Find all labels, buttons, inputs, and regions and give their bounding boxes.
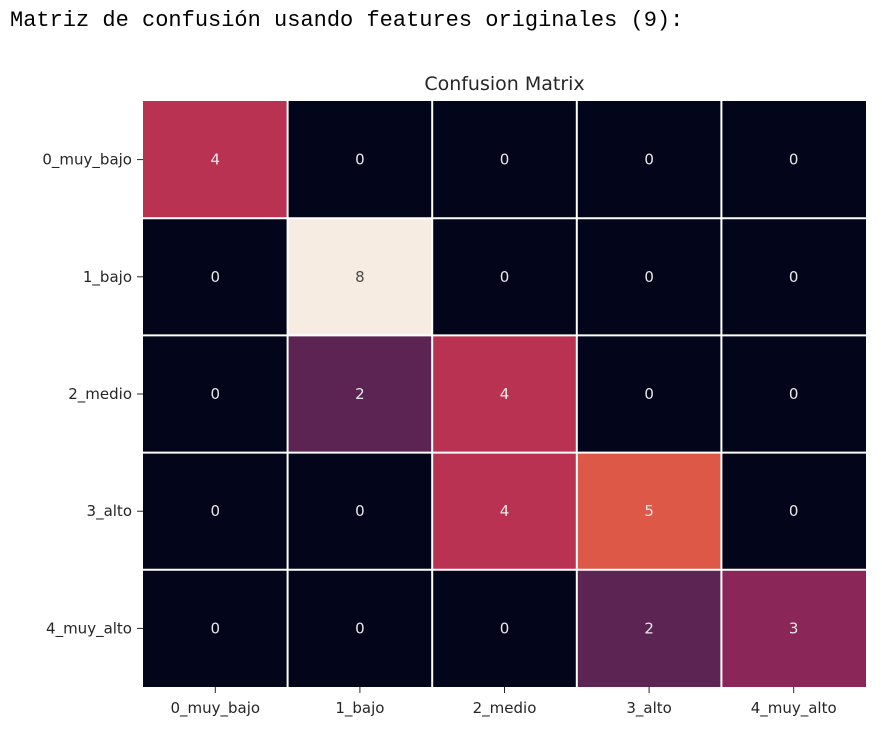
cell-value-r2-c3: 0 xyxy=(644,385,654,403)
chart-title: Confusion Matrix xyxy=(424,73,584,95)
heatmap-cell-r2-c1 xyxy=(287,335,433,453)
cell-value-r3-c3: 5 xyxy=(644,502,654,520)
cell-value-r3-c2: 4 xyxy=(500,502,510,520)
cell-value-r0-c0: 4 xyxy=(211,151,221,169)
cell-value-r0-c2: 0 xyxy=(500,151,510,169)
heatmap-cell-r1-c1 xyxy=(287,218,433,336)
heatmap-cell-r0-c1 xyxy=(287,101,433,219)
heatmap-cell-r0-c4 xyxy=(721,101,866,219)
heatmap-cell-r2-c4 xyxy=(721,335,866,453)
cell-value-r3-c4: 0 xyxy=(789,502,799,520)
output-header: Matriz de confusión usando features orig… xyxy=(10,8,684,33)
x-tick-label-1: 1_bajo xyxy=(335,699,384,718)
cell-value-r4-c2: 0 xyxy=(500,619,510,637)
cell-value-r4-c0: 0 xyxy=(211,619,221,637)
heatmap-cell-r4-c2 xyxy=(432,569,577,687)
heatmap-grid-lines xyxy=(143,101,866,687)
y-tick-label-3: 3_alto xyxy=(87,502,132,521)
heatmap-cell-r0-c2 xyxy=(432,101,577,219)
heatmap-cells xyxy=(143,101,866,687)
heatmap-cell-r4-c4 xyxy=(721,569,866,687)
heatmap-cell-r2-c2 xyxy=(432,335,577,453)
cell-value-r1-c3: 0 xyxy=(644,268,654,286)
cell-value-r3-c0: 0 xyxy=(211,502,221,520)
cell-value-r1-c2: 0 xyxy=(500,268,510,286)
heatmap-cell-r3-c1 xyxy=(287,452,433,570)
heatmap-cell-r3-c3 xyxy=(576,452,722,570)
heatmap-cell-r3-c4 xyxy=(721,452,866,570)
cell-value-r2-c2: 4 xyxy=(500,385,510,403)
y-tick-label-2: 2_medio xyxy=(68,385,132,404)
heatmap-cell-labels: 4 0 0 0 0 0 8 0 0 0 0 2 4 0 0 0 0 4 5 0 0 0 0 2 3 xyxy=(211,151,799,638)
y-tick-label-1: 1_bajo xyxy=(83,268,132,287)
heatmap-cell-r4-c0 xyxy=(143,569,288,687)
x-tick-label-3: 3_alto xyxy=(626,699,671,718)
x-tick-label-4: 4_muy_alto xyxy=(751,699,837,718)
heatmap-cell-r3-c2 xyxy=(432,452,577,570)
cell-value-r0-c3: 0 xyxy=(644,151,654,169)
heatmap-cell-r0-c3 xyxy=(576,101,722,219)
heatmap-cell-r4-c1 xyxy=(287,569,433,687)
cell-value-r2-c1: 2 xyxy=(355,385,365,403)
cell-value-r3-c1: 0 xyxy=(355,502,365,520)
cell-value-r4-c1: 0 xyxy=(355,619,365,637)
heatmap-cell-r3-c0 xyxy=(143,452,288,570)
heatmap-cell-r1-c4 xyxy=(721,218,866,336)
y-tick-label-0: 0_muy_bajo xyxy=(42,151,132,170)
cell-value-r4-c3: 2 xyxy=(644,619,654,637)
cell-value-r0-c4: 0 xyxy=(789,151,799,169)
x-tick-label-2: 2_medio xyxy=(473,699,537,718)
heatmap-cell-r0-c0 xyxy=(143,101,288,219)
cell-value-r2-c4: 0 xyxy=(789,385,799,403)
heatmap-cell-r1-c2 xyxy=(432,218,577,336)
x-axis-ticks: 0_muy_bajo 1_bajo 2_medio 3_alto 4_muy_alto xyxy=(170,687,837,718)
cell-value-r0-c1: 0 xyxy=(355,151,365,169)
heatmap-cell-r2-c3 xyxy=(576,335,722,453)
cell-value-r1-c1: 8 xyxy=(355,268,365,286)
heatmap-cell-r1-c3 xyxy=(576,218,722,336)
cell-value-r1-c4: 0 xyxy=(789,268,799,286)
heatmap-cell-r2-c0 xyxy=(143,335,288,453)
y-axis-ticks: 0_muy_bajo 1_bajo 2_medio 3_alto 4_muy_alto xyxy=(42,151,143,638)
heatmap-cell-r4-c3 xyxy=(576,569,722,687)
x-tick-label-0: 0_muy_bajo xyxy=(170,699,260,718)
heatmap-cell-r1-c0 xyxy=(143,218,288,336)
y-tick-label-4: 4_muy_alto xyxy=(46,619,132,638)
cell-value-r2-c0: 0 xyxy=(211,385,221,403)
cell-value-r1-c0: 0 xyxy=(211,268,221,286)
cell-value-r4-c4: 3 xyxy=(789,619,799,637)
